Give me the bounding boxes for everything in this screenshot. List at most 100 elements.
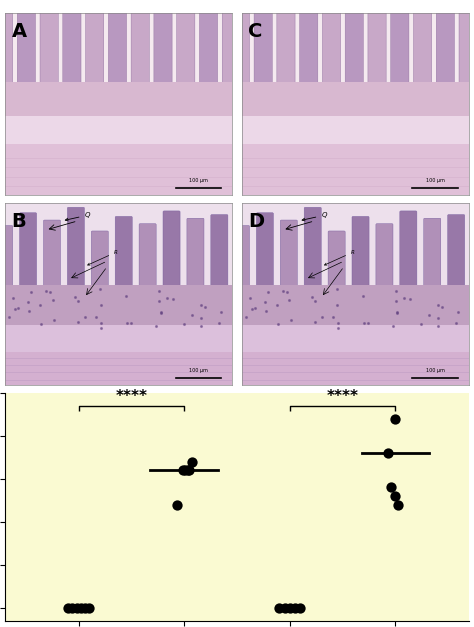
Point (311, 317, 319, 327)
Text: 100 μm: 100 μm (189, 368, 208, 373)
Point (297, 603, 304, 613)
Point (189, 456, 196, 466)
FancyBboxPatch shape (413, 12, 432, 90)
Text: R: R (325, 250, 355, 265)
Point (123, 319, 131, 329)
FancyBboxPatch shape (322, 12, 341, 90)
Point (46, 287, 54, 297)
Point (188, 310, 196, 320)
Point (155, 287, 163, 297)
FancyBboxPatch shape (280, 220, 297, 291)
Point (122, 291, 129, 301)
Point (438, 302, 446, 312)
Point (152, 321, 160, 331)
Text: ****: **** (116, 389, 147, 404)
Point (393, 307, 401, 317)
Point (155, 296, 163, 306)
Point (394, 500, 402, 510)
Point (261, 297, 268, 307)
Point (72, 292, 79, 302)
FancyBboxPatch shape (400, 211, 417, 291)
Point (81, 603, 89, 613)
Point (275, 603, 283, 613)
Text: 100 μm: 100 μm (426, 178, 445, 183)
Point (179, 465, 187, 475)
Point (73, 603, 80, 613)
Point (360, 319, 368, 329)
FancyBboxPatch shape (115, 216, 132, 291)
Text: B: B (11, 212, 27, 231)
FancyBboxPatch shape (391, 12, 409, 90)
FancyBboxPatch shape (177, 12, 195, 90)
Point (37, 319, 45, 329)
Text: Q: Q (302, 213, 327, 221)
Text: 100 μm: 100 μm (426, 368, 445, 373)
FancyBboxPatch shape (0, 226, 13, 291)
Point (6, 312, 13, 322)
FancyBboxPatch shape (17, 12, 36, 90)
FancyBboxPatch shape (67, 208, 84, 291)
Point (318, 312, 326, 322)
Point (400, 293, 407, 303)
Point (286, 295, 293, 305)
Point (157, 307, 164, 317)
Text: R: R (88, 250, 118, 265)
Bar (242, 285, 469, 330)
Point (24, 297, 32, 307)
FancyBboxPatch shape (200, 12, 218, 90)
Point (309, 292, 316, 302)
Bar (5, 285, 232, 330)
Point (281, 603, 288, 613)
Point (215, 318, 222, 328)
Point (393, 307, 401, 317)
FancyBboxPatch shape (328, 231, 345, 291)
Point (14, 303, 22, 313)
FancyBboxPatch shape (231, 12, 249, 90)
Point (173, 500, 181, 510)
FancyBboxPatch shape (222, 12, 240, 90)
FancyBboxPatch shape (424, 218, 441, 291)
Point (98, 318, 105, 328)
Point (286, 603, 293, 613)
FancyBboxPatch shape (63, 12, 81, 90)
Point (11, 303, 19, 314)
FancyBboxPatch shape (139, 224, 156, 291)
FancyBboxPatch shape (304, 208, 321, 291)
FancyBboxPatch shape (447, 214, 465, 291)
Point (43, 285, 50, 295)
Text: A: A (11, 22, 27, 41)
FancyBboxPatch shape (459, 12, 474, 90)
Point (334, 300, 341, 310)
Text: ****: **** (327, 389, 358, 404)
FancyBboxPatch shape (91, 231, 109, 291)
FancyBboxPatch shape (352, 216, 369, 291)
Point (406, 294, 414, 304)
Point (365, 318, 372, 328)
Point (92, 312, 100, 322)
FancyBboxPatch shape (376, 224, 393, 291)
Point (311, 295, 319, 305)
Point (434, 322, 441, 332)
Point (198, 300, 205, 310)
FancyBboxPatch shape (0, 12, 13, 90)
Point (97, 323, 105, 333)
Text: Q: Q (65, 213, 90, 221)
Point (197, 322, 205, 332)
Text: D: D (248, 212, 264, 231)
FancyBboxPatch shape (277, 12, 295, 90)
Point (74, 295, 82, 305)
Bar (242, 325, 469, 357)
Point (128, 318, 135, 328)
Point (384, 448, 392, 458)
FancyBboxPatch shape (187, 218, 204, 291)
Point (64, 603, 72, 613)
Point (263, 305, 270, 315)
Point (434, 313, 442, 323)
Point (334, 284, 341, 294)
Point (248, 303, 256, 314)
Bar (242, 144, 469, 195)
Point (69, 603, 76, 613)
Point (388, 482, 395, 492)
FancyBboxPatch shape (256, 213, 273, 291)
Point (264, 287, 272, 297)
